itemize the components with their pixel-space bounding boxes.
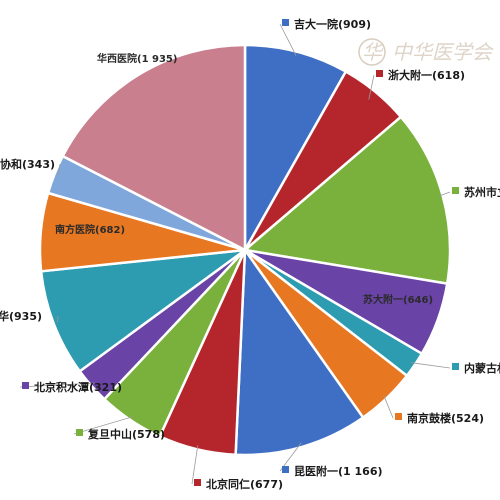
slice-label-9: 北京积水潭(321) (34, 380, 122, 394)
leader-lines (19, 23, 451, 485)
slice-label-2: 苏州市立 (464, 185, 500, 199)
leader-line-9 (19, 382, 95, 388)
slice-label-0: 吉大一院(909) (294, 17, 371, 31)
legend-marker-0 (282, 19, 289, 26)
slice-label-3: 苏大附一(646) (363, 293, 433, 306)
legend-marker-4 (452, 363, 459, 370)
watermark-seal-text: 华 (362, 40, 384, 64)
legend-marker-2 (452, 187, 459, 194)
slice-label-12: 协和(343) (0, 157, 55, 171)
watermark-text: 中华医学会 (392, 40, 494, 64)
leader-line-0 (279, 23, 297, 56)
leader-line-7 (191, 445, 199, 485)
pie-slice-13 (61, 43, 247, 253)
slice-label-1: 浙大附一(618) (388, 68, 465, 82)
leader-line-1 (368, 74, 375, 100)
slice-label-13: 华西医院(1 935) (97, 52, 177, 65)
slice-label-6: 昆医附一(1 166) (294, 464, 383, 478)
leader-line-5 (383, 395, 394, 419)
legend-marker-6 (282, 466, 289, 473)
slice-label-7: 北京同仁(677) (206, 477, 283, 491)
leader-line-4 (411, 362, 451, 369)
slice-labels: 吉大一院(909) 浙大附一(618) 苏州市立苏大附一(646) 内蒙古林南京鼓楼(… (0, 17, 500, 491)
slice-label-11: 南方医院(682) (55, 223, 125, 236)
leader-line-12 (57, 163, 61, 176)
pie-slice-10 (39, 248, 250, 374)
leader-line-8 (73, 416, 133, 435)
slice-label-5: 南京鼓楼(524) (407, 411, 484, 425)
slice-label-4: 内蒙古林 (464, 361, 500, 375)
watermark: 华 中华医学会 (358, 38, 494, 66)
pie-slices (38, 43, 452, 457)
pie-slice-0 (243, 43, 348, 255)
watermark-seal-icon (358, 38, 386, 66)
pie-slice-6 (234, 246, 365, 457)
leader-line-2 (438, 191, 451, 197)
legend-marker-5 (395, 413, 402, 420)
slice-label-8: 复旦中山(578) (87, 427, 165, 441)
slice-label-10: 华(935) (0, 309, 42, 323)
legend-marker-7 (194, 479, 201, 486)
legend-marker-9 (22, 382, 29, 389)
legend-marker-8 (76, 429, 83, 436)
legend-marker-1 (376, 70, 383, 77)
